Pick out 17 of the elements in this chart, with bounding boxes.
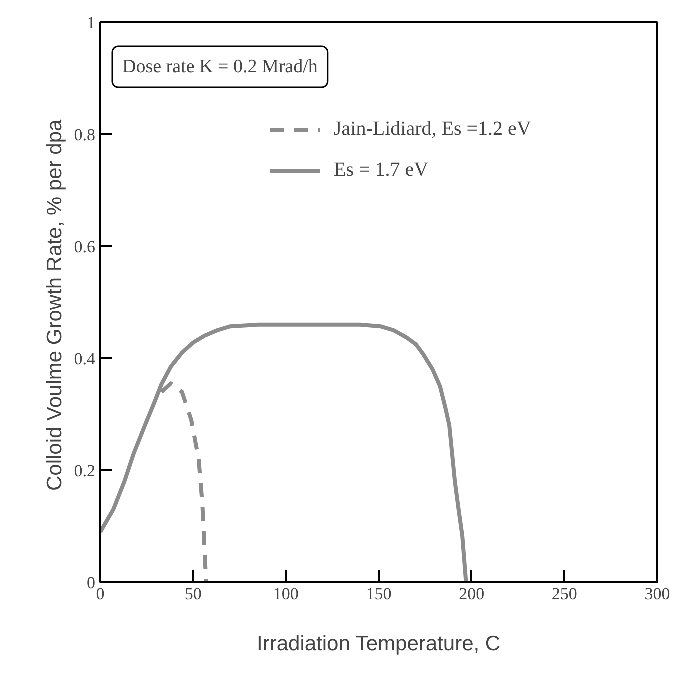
x-tick-label: 50 (184, 584, 202, 604)
y-tick-label: 0.4 (74, 350, 96, 368)
annotation: Dose rate K = 0.2 Mrad/h (122, 56, 318, 78)
x-tick-label: 300 (644, 584, 670, 604)
legend-label: Jain-Lidiard, Es =1.2 eV (334, 118, 532, 141)
y-tick-label: 0.6 (74, 238, 96, 256)
x-tick-label: 100 (273, 584, 299, 604)
y-axis-title: Colloid Voulme Growth Rate, % per dpa (43, 120, 66, 492)
legend-label: Es = 1.7 eV (334, 159, 429, 182)
x-tick-label: 200 (459, 584, 485, 604)
y-tick-label: 0.2 (74, 462, 96, 480)
line-series (100, 322, 468, 582)
y-tick-label: 1 (87, 14, 96, 32)
y-tick-label: 0.8 (74, 126, 96, 144)
x-axis-title: Irradiation Temperature, C (257, 632, 501, 656)
x-tick-label: 150 (366, 584, 392, 604)
x-tick-label: 250 (552, 584, 578, 604)
